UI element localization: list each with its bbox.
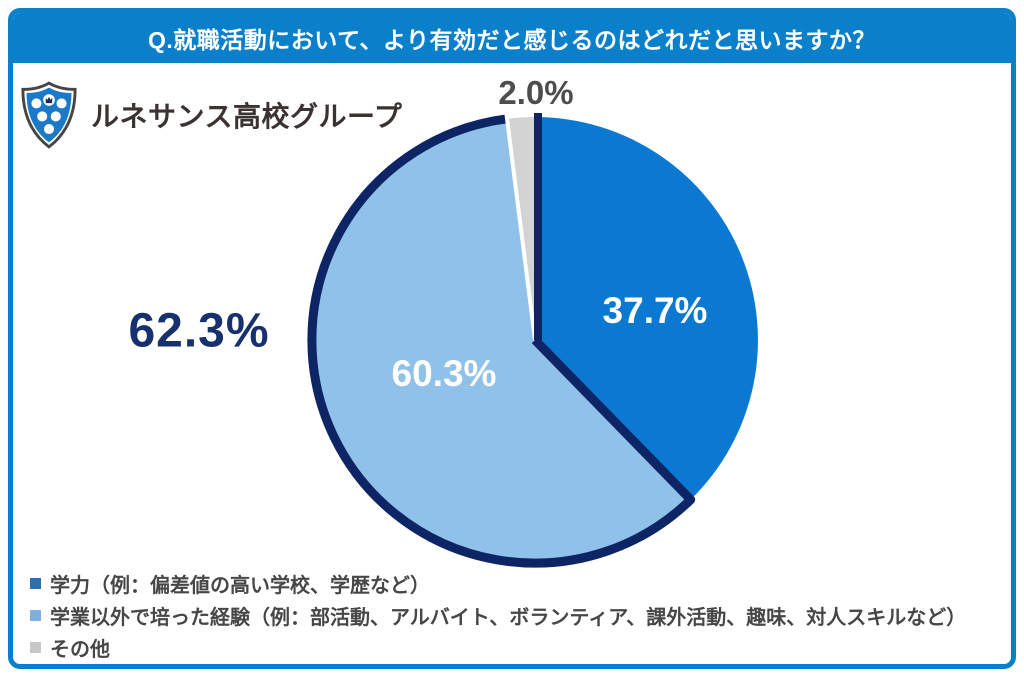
legend-item-academic: 学力（例：偏差値の高い学校、学歴など） [30,567,966,599]
question-header-bar: Q.就職活動において、より有効だと感じるのはどれだと思いますか？ [13,13,1011,63]
slice-label-other: 2.0% [498,74,574,111]
shield-dot [37,111,48,122]
legend-label-academic: 学力（例：偏差値の高い学校、学歴など） [50,574,430,597]
pie-slice-separator [503,109,537,341]
shield-dot [50,111,61,122]
shield-logo-icon [21,81,77,149]
brand-logo: ルネサンス高校グループ [20,80,402,150]
shield-dot [56,98,67,109]
legend-swatch-experience [30,609,41,621]
crown-icon [45,96,53,104]
legend-item-experience: 学業以外で培った経験（例：部活動、アルバイト、ボランティア、課外活動、趣味、対人… [30,599,966,631]
pie-slice-experience [311,118,691,564]
shield-dot [43,123,55,135]
legend-label-other: その他 [50,638,110,661]
legend-swatch-academic [30,577,41,589]
slice-label-academic: 37.7% [602,290,708,331]
pie-emphasis-outline [307,114,696,568]
pie-slice-academic [535,117,758,500]
legend-label-experience: 学業以外で培った経験（例：部活動、アルバイト、ボランティア、課外活動、趣味、対人… [50,606,967,629]
legend-swatch-other [30,641,41,653]
shield-dot [31,98,42,109]
chart-legend: 学力（例：偏差値の高い学校、学歴など） 学業以外で培った経験（例：部活動、アルバ… [30,567,966,663]
question-title: Q.就職活動において、より有効だと感じるのはどれだと思いますか？ [148,27,876,53]
legend-item-other: その他 [30,631,966,663]
brand-name: ルネサンス高校グループ [91,101,403,132]
group-total-callout: 62.3% [128,304,270,358]
slice-label-experience: 60.3% [391,353,497,394]
